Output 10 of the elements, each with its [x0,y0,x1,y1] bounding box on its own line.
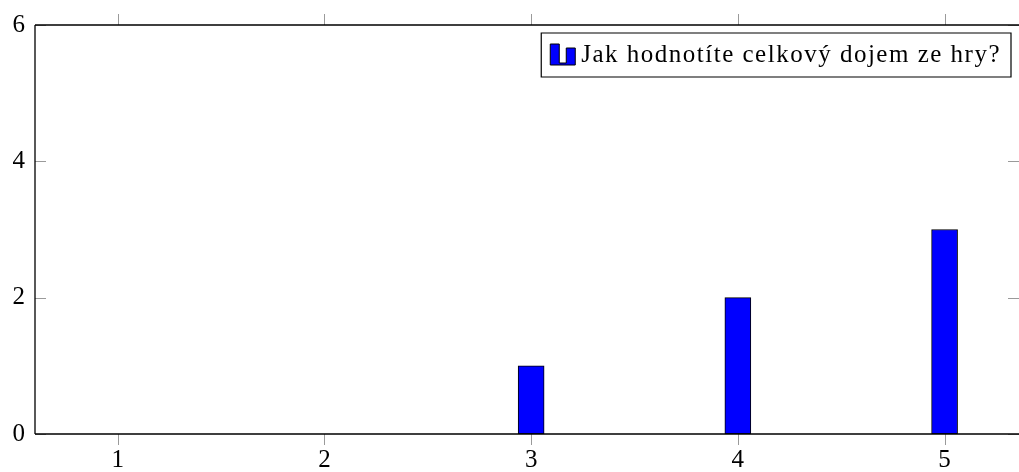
y-tick-label: 4 [12,145,26,173]
x-tick-label: 5 [938,444,951,472]
y-tick-label: 0 [12,418,25,446]
legend-label: Jak hodnotíte celkový dojem ze hry? [581,39,1001,67]
x-tick-label: 3 [524,444,538,472]
x-tick-label: 1 [111,444,124,472]
y-tick-label: 6 [12,9,25,37]
y-tick-label: 2 [12,282,25,310]
x-tick-label: 4 [731,444,745,472]
x-tick-label: 2 [318,444,331,472]
